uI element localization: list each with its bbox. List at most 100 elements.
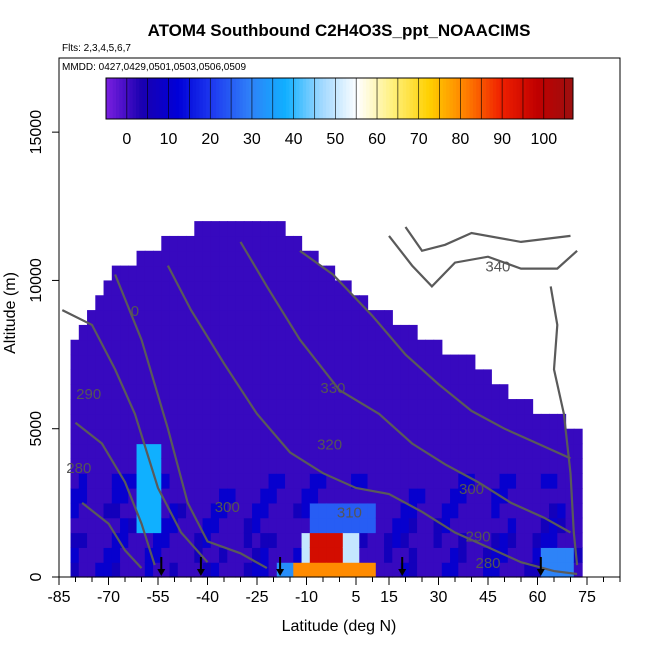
heatmap-cell [351,428,360,445]
heatmap-cell [111,369,121,385]
heatmap-cell [153,562,162,578]
heatmap-cell [87,369,96,385]
colorbar-segment [386,78,391,119]
heatmap-cell [483,502,492,519]
heatmap-cell [301,532,311,548]
heatmap-cell [177,488,187,504]
heatmap-cell [351,458,360,474]
heatmap-cell [450,532,459,548]
heatmap-cell [450,458,459,474]
heatmap-cell [450,413,459,430]
heatmap-cell [227,473,237,489]
heatmap-cell [70,562,80,578]
heatmap-cell [219,547,228,563]
heatmap-cell [252,295,261,311]
heatmap-cell [450,547,459,563]
heatmap-cell [268,369,278,385]
heatmap-cell [549,413,558,430]
heatmap-cell [202,443,212,459]
heatmap-cell [202,458,212,474]
heatmap-cell [458,532,468,548]
heatmap-cell [136,413,146,430]
heatmap-cell [202,384,212,400]
heatmap-cell [219,532,228,548]
heatmap-cell [532,517,542,534]
heatmap-cell [433,354,443,370]
heatmap-cell [458,428,468,445]
heatmap-cell [120,562,129,578]
colorbar-segment [332,78,337,119]
heatmap-cell [351,324,360,341]
heatmap-cell [144,265,154,282]
heatmap-cell [111,324,121,341]
heatmap-cell [474,369,484,385]
heatmap-cell [87,354,96,370]
colorbar-segment [366,78,371,119]
heatmap-cell [219,235,228,252]
heatmap-cell [136,250,146,267]
heatmap-cell [367,547,377,563]
heatmap-cell [276,473,286,489]
heatmap-cell [227,250,237,267]
heatmap-cell [375,443,385,459]
heatmap-cell [70,517,80,534]
heatmap-cell [425,517,435,534]
colorbar-segment [266,78,270,119]
heatmap-cell [78,428,88,445]
heatmap-cell [70,458,80,474]
colorbar-tick-label: 90 [493,131,511,148]
heatmap-cell [285,384,294,400]
heatmap-cell [177,532,187,548]
heatmap-cell [210,265,220,282]
heatmap-cell [450,443,459,459]
heatmap-cell [342,354,352,370]
heatmap-cell [276,547,286,563]
colorbar-segment [552,78,557,119]
heatmap-cell [491,532,501,548]
colorbar-segment [559,78,564,119]
heatmap-cell [103,369,113,385]
heatmap-cell [95,384,105,400]
heatmap-cell [87,517,96,534]
heatmap-cell [375,562,385,578]
heatmap-cell [95,502,105,519]
heatmap-cell [384,473,393,489]
colorbar-segment [259,78,264,119]
heatmap-cell [161,235,171,252]
heatmap-cell [144,532,154,548]
heatmap-cell [128,502,138,519]
x-axis-tick-label: -70 [97,589,120,606]
heatmap-cell [227,428,237,445]
heatmap-cell [78,324,88,341]
heatmap-cell [95,458,105,474]
contour-line [388,235,578,288]
heatmap-cell [260,502,270,519]
heatmap-cell [285,235,294,252]
heatmap-cell [235,399,245,415]
heatmap-cell [153,295,162,311]
heatmap-cell [384,384,393,400]
heatmap-cell [70,488,80,504]
flight-marker-arrowhead [157,569,166,576]
heatmap-cell [186,488,195,504]
heatmap-cell [318,488,327,504]
heatmap-cell [161,473,171,489]
heatmap-cell [326,443,336,459]
heatmap-cell [186,384,195,400]
colorbar-segment [279,78,284,119]
heatmap-cell [252,399,261,415]
heatmap-cell [458,502,468,519]
colorbar-segment [556,78,561,119]
heatmap-cell [186,250,195,267]
heatmap-cell [235,384,245,400]
heatmap-cell [120,443,129,459]
heatmap-cell [408,339,418,356]
heatmap-cell [293,280,303,296]
heatmap-cell [194,399,204,415]
heatmap-cell [70,547,80,563]
heatmap-cell [499,384,509,400]
heatmap-cell [285,488,294,504]
heatmap-cell [177,280,187,296]
heatmap-cell [433,517,443,534]
x-axis-tick-label: 75 [578,589,596,606]
